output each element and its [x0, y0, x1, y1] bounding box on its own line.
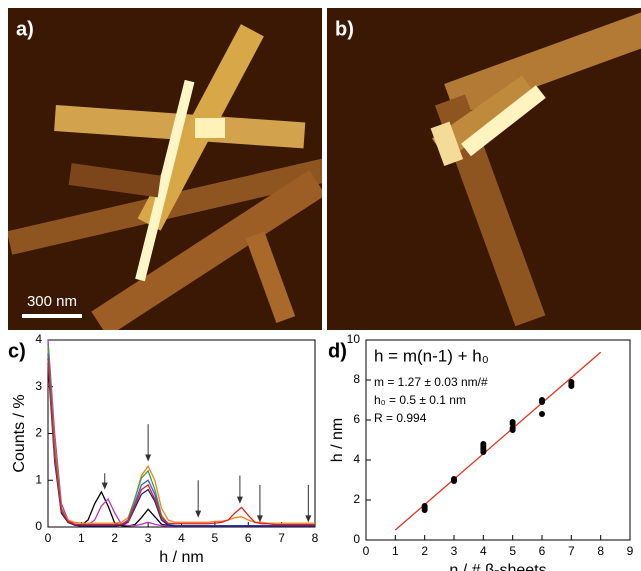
x-tick-label: 2 [111, 531, 118, 545]
series-line [47, 344, 315, 527]
x-tick-label: 6 [245, 531, 252, 545]
x-axis-label: h / nm [159, 549, 203, 566]
arrow-head [305, 515, 312, 523]
annotation: m = 1.27 ± 0.03 nm/# [374, 375, 488, 389]
series-line [47, 358, 315, 526]
y-axis-label: Counts / % [11, 394, 28, 472]
x-tick-label: 0 [363, 544, 370, 558]
scale-bar-label: 300 nm [27, 293, 77, 310]
data-point [480, 441, 487, 447]
y-tick-label: 3 [35, 379, 42, 393]
panel-label: b) [335, 18, 354, 40]
x-tick-label: 4 [480, 544, 487, 558]
y-tick-label: 8 [353, 372, 360, 386]
y-tick-label: 2 [35, 426, 42, 440]
y-tick-label: 0 [353, 532, 360, 546]
x-tick-label: 8 [597, 544, 604, 558]
arrow-head [236, 496, 243, 504]
panel-label: c) [8, 340, 26, 362]
series-line [47, 349, 315, 524]
y-tick-label: 10 [347, 332, 361, 346]
x-tick-label: 1 [78, 531, 85, 545]
x-axis-label: n / # β-sheets [449, 562, 546, 571]
x-tick-label: 5 [509, 544, 516, 558]
series-line [47, 339, 315, 527]
x-tick-label: 9 [627, 544, 634, 558]
plot-frame [47, 339, 316, 528]
x-tick-label: 4 [178, 531, 185, 545]
data-point [568, 379, 575, 385]
afm-image-b: b) [327, 8, 641, 330]
data-point [451, 476, 457, 482]
y-tick-label: 4 [353, 452, 360, 466]
data-point [509, 419, 516, 425]
arrow-head [256, 515, 263, 523]
arrow-head [101, 482, 108, 490]
x-tick-label: 0 [45, 531, 52, 545]
panel-label: d) [328, 340, 347, 362]
fit-line [394, 351, 602, 531]
y-tick-label: 6 [353, 412, 360, 426]
x-tick-label: 8 [312, 531, 319, 545]
series-line [47, 353, 315, 527]
arrow-head [195, 510, 202, 518]
x-tick-label: 3 [145, 531, 152, 545]
x-tick-label: 1 [392, 544, 399, 558]
data-point [421, 505, 428, 511]
x-tick-label: 2 [421, 544, 428, 558]
arrow-head [145, 454, 152, 462]
x-tick-label: 7 [278, 531, 285, 545]
y-tick-label: 2 [353, 492, 360, 506]
afm-image-a: 300 nm a) [8, 8, 322, 330]
x-tick-label: 3 [451, 544, 458, 558]
y-axis-label: h / nm [329, 418, 346, 462]
data-point [539, 397, 545, 403]
annotation: h = m(n-1) + h₀ [374, 346, 489, 365]
y-tick-label: 1 [35, 472, 42, 486]
panel-label: a) [16, 18, 34, 40]
series-line [47, 358, 315, 527]
x-tick-label: 6 [539, 544, 546, 558]
plot-frame [365, 339, 631, 541]
x-tick-label: 7 [568, 544, 575, 558]
annotation: R = 0.994 [374, 411, 427, 425]
y-tick-label: 0 [35, 519, 42, 533]
annotation: h₀ = 0.5 ± 0.1 nm [374, 393, 466, 407]
y-tick-label: 4 [35, 332, 42, 346]
data-point [539, 411, 545, 417]
x-tick-label: 5 [212, 531, 219, 545]
series-line [47, 363, 315, 527]
